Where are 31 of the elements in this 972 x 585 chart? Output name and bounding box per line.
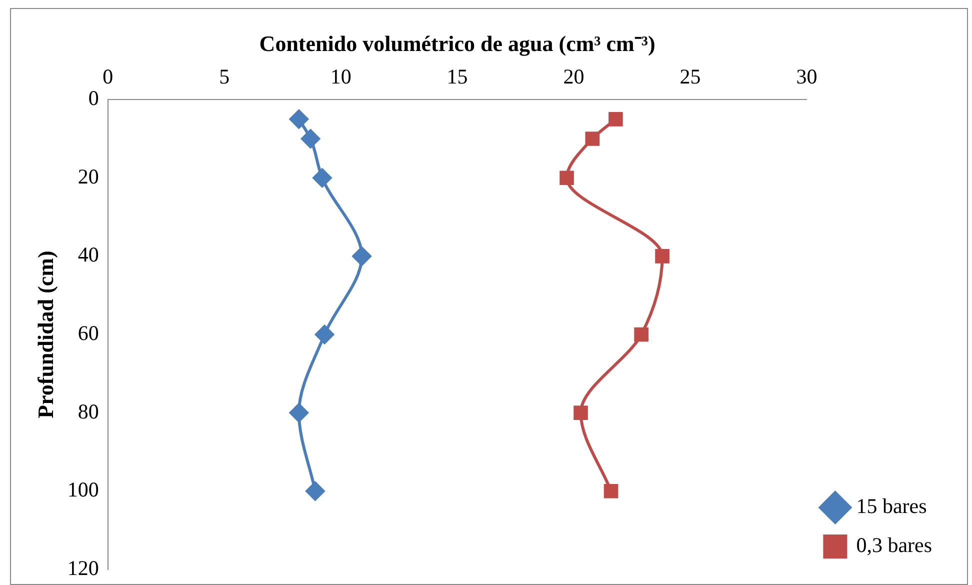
x-tick-label: 25 xyxy=(680,64,701,89)
point xyxy=(306,482,325,501)
point xyxy=(574,406,588,420)
point xyxy=(289,403,308,422)
y-tick-label: 100 xyxy=(67,478,99,502)
y-tick-label: 60 xyxy=(78,321,99,346)
x-tick-label: 30 xyxy=(796,64,818,89)
point xyxy=(655,249,670,264)
x-axis-title: Contenido volumétrico de agua (cm³ cm⁻³) xyxy=(259,30,656,56)
legend-label: 15 bares xyxy=(856,494,927,518)
legend-label: 0,3 bares xyxy=(856,533,932,558)
y-tick-label: 40 xyxy=(78,242,99,267)
point xyxy=(585,132,600,146)
y-tick-label: 20 xyxy=(78,164,99,188)
point xyxy=(312,168,332,188)
x-tick-label: 10 xyxy=(330,64,352,89)
x-tick-label: 20 xyxy=(563,64,584,89)
point xyxy=(352,246,372,266)
y-tick-label: 80 xyxy=(78,399,99,424)
point xyxy=(289,110,308,129)
x-tick-label: 5 xyxy=(219,64,230,89)
point xyxy=(301,129,320,148)
x-tick-label: 15 xyxy=(446,64,468,89)
point xyxy=(560,170,574,186)
y-tick-label: 120 xyxy=(67,556,99,580)
y-axis-title: Profundidad (cm) xyxy=(32,250,58,418)
point xyxy=(608,112,623,126)
point xyxy=(634,327,648,342)
point xyxy=(604,484,618,498)
y-tick-label: 0 xyxy=(88,86,99,110)
point xyxy=(315,325,334,344)
